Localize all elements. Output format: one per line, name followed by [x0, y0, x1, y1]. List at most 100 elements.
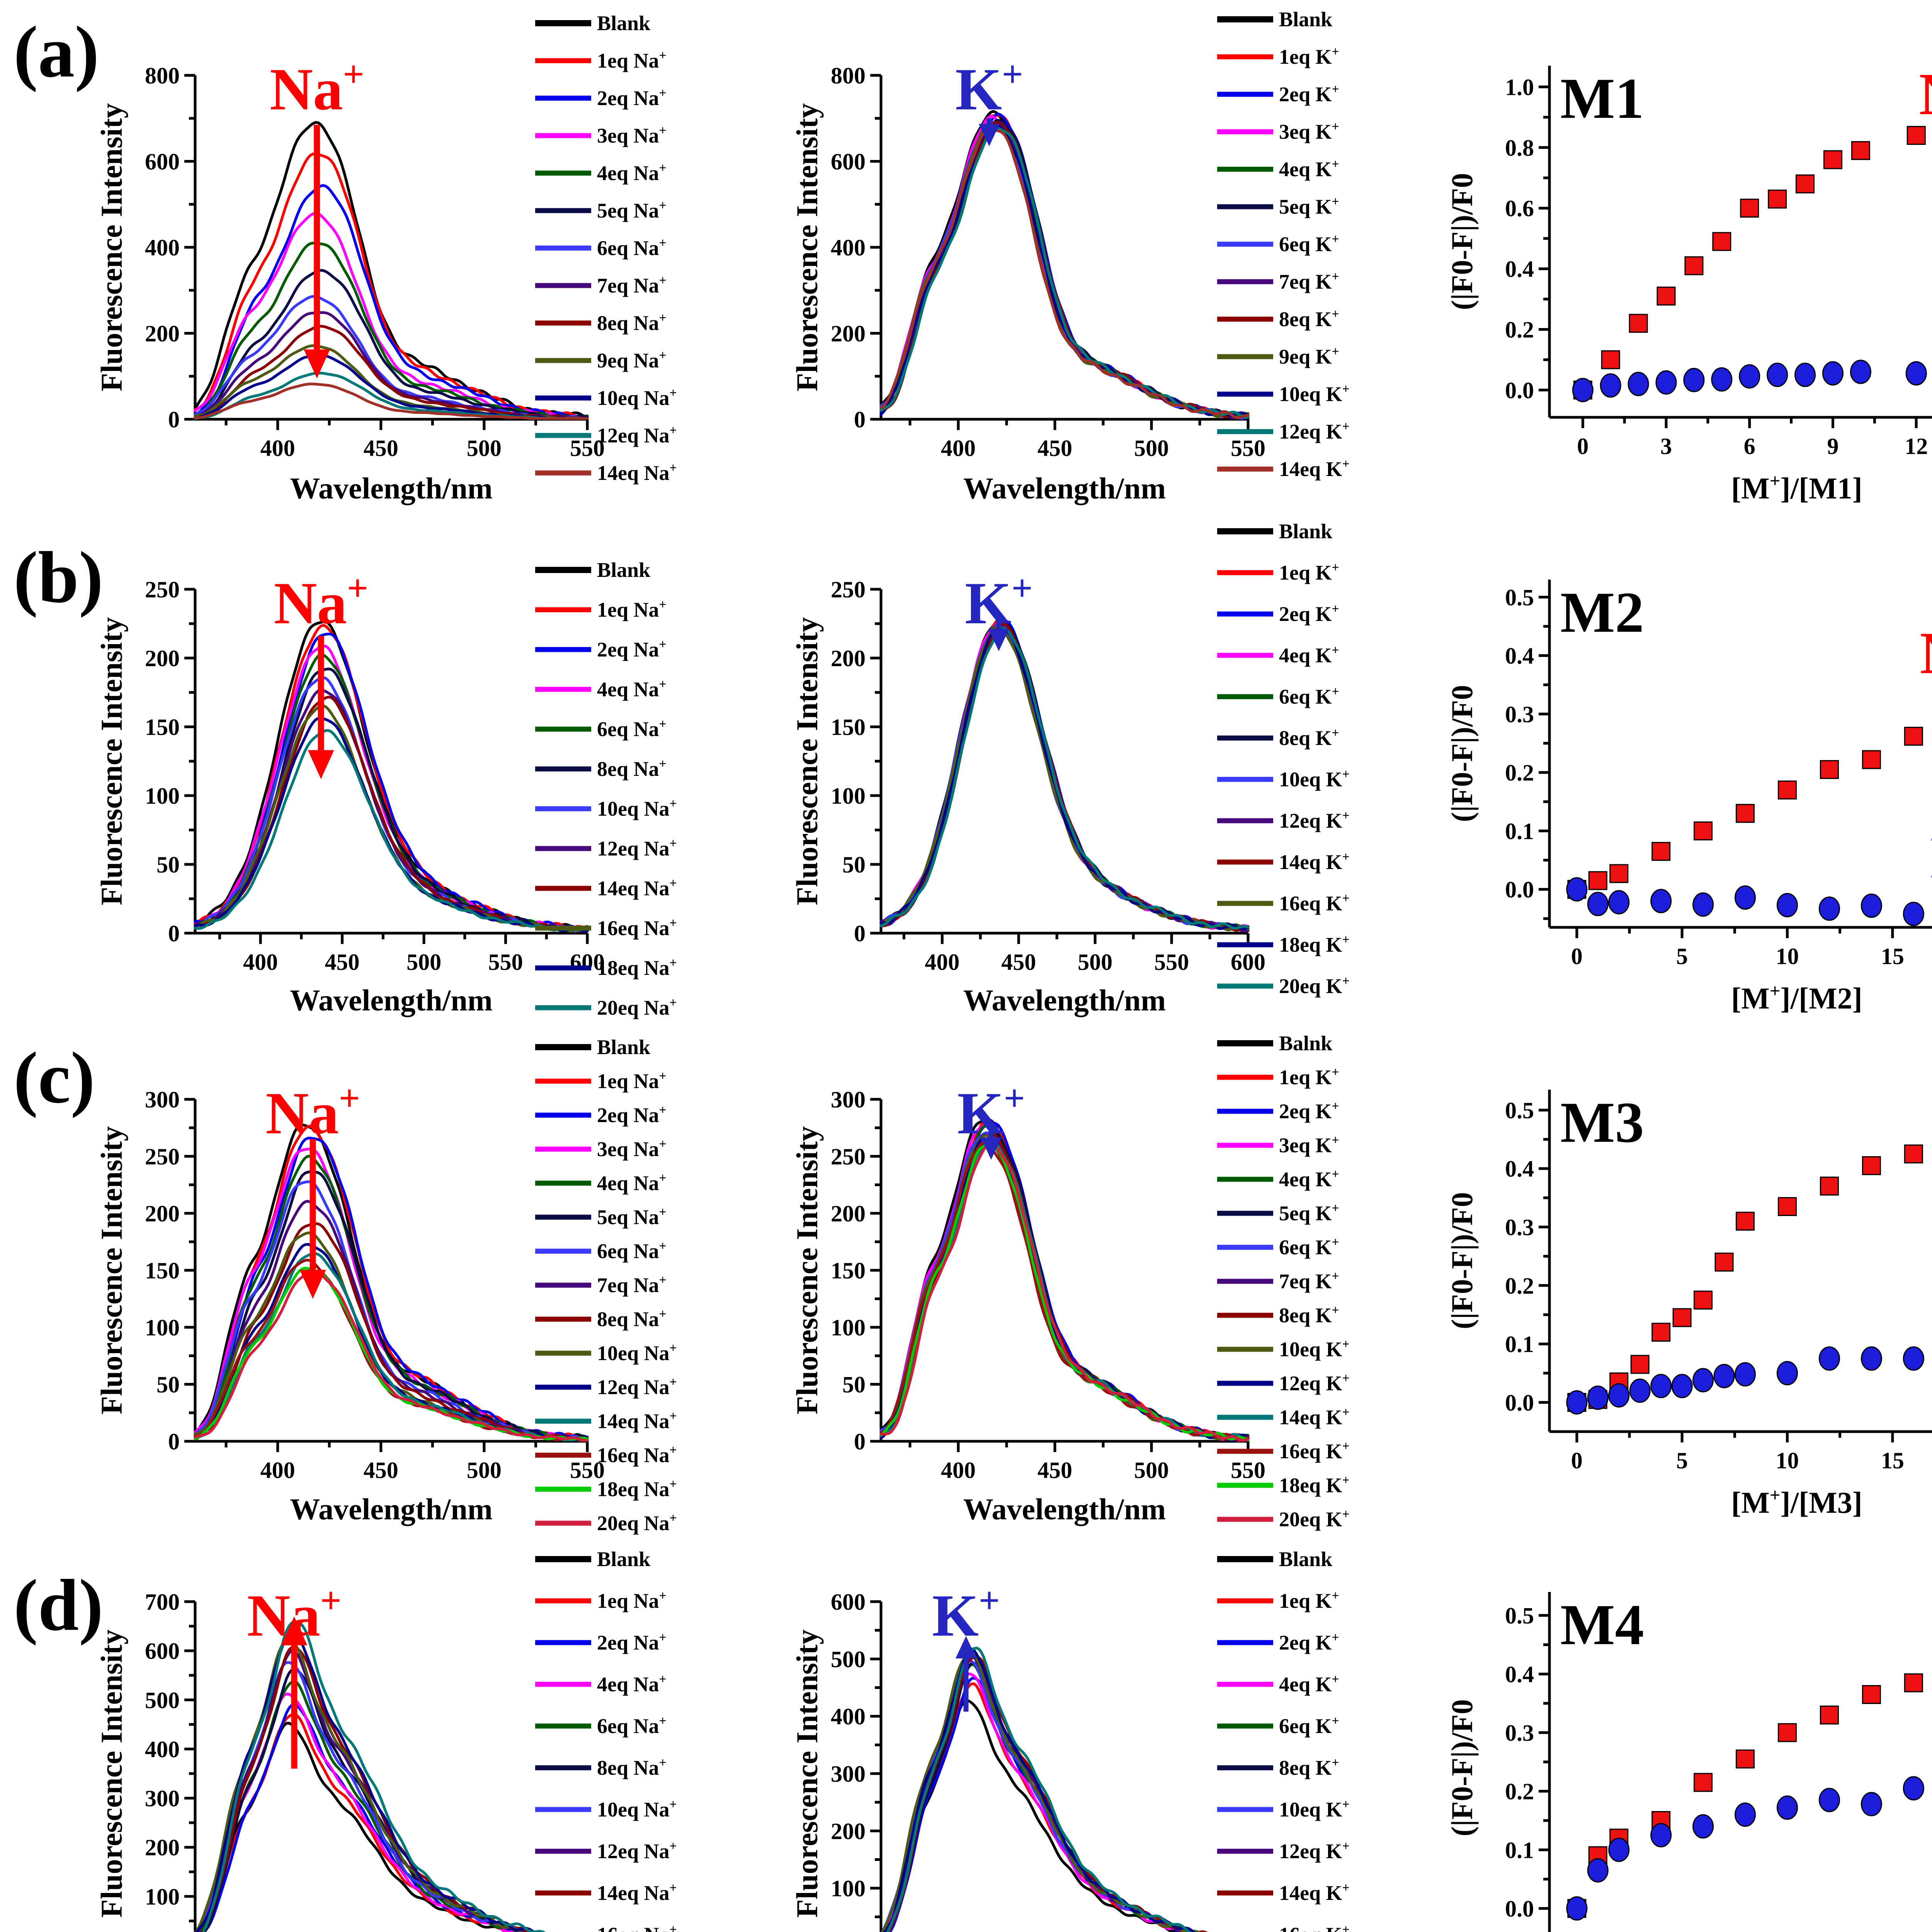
- k-series-points: [1566, 877, 1924, 926]
- axes: [184, 1098, 589, 1452]
- legend-label: 4eq K+: [1279, 1672, 1339, 1696]
- tick-labels: 051015200.00.10.20.30.40.5: [1505, 1603, 1534, 1922]
- series-line-6: [879, 1131, 1250, 1442]
- x-tick-label: 10: [1776, 1448, 1799, 1473]
- legend-label: 14eq K+: [1279, 1881, 1350, 1905]
- na-point: [1629, 314, 1648, 333]
- k-point: [1650, 1823, 1672, 1847]
- series-line-8: [879, 622, 1250, 932]
- series-line-10: [879, 1138, 1250, 1440]
- up-arrow: [281, 1616, 308, 1769]
- panel-d-label: (d): [14, 1565, 104, 1646]
- k-point: [1629, 1378, 1651, 1403]
- series-line-2: [194, 184, 589, 419]
- x-tick-label: 5: [1676, 1448, 1688, 1473]
- y-tick-label: 0.8: [1505, 135, 1534, 161]
- series-line-12: [194, 1259, 589, 1441]
- legend-label: 14eq Na+: [597, 1409, 677, 1433]
- legend-label: 4eq K+: [1279, 643, 1339, 667]
- na-point: [1609, 864, 1629, 883]
- y-axis-label: Fluorescence Intensity: [790, 617, 824, 905]
- x-tick-label: 400: [243, 949, 278, 975]
- d-na-chart-svg: 4004505005500100200300400500600700Wavele…: [95, 1548, 677, 1932]
- na-point: [1630, 1355, 1650, 1374]
- k-point: [1587, 1858, 1609, 1883]
- y-tick-label: 0.0: [1505, 1390, 1534, 1415]
- na-point: [1904, 726, 1923, 746]
- legend-label: Blank: [597, 1036, 650, 1059]
- legend-label: 12eq K+: [1279, 1839, 1350, 1863]
- series-line-12: [879, 1141, 1250, 1441]
- k-point: [1650, 889, 1672, 913]
- y-tick-label: 100: [145, 1884, 180, 1910]
- na-point: [1736, 1749, 1755, 1769]
- axes: [184, 74, 589, 430]
- d-m-chart-svg: 051015200.00.10.20.30.40.5[M+]/[M4](|F0-…: [1445, 1592, 1924, 1932]
- na-point: [1694, 821, 1713, 840]
- legend: Blank 1eq K+ 2eq K+ 3eq K+ 4eq K+ 5eq K+ 6eq K…: [1217, 8, 1350, 481]
- k-point: [1566, 1896, 1588, 1921]
- y-tick-label: 0.5: [1505, 1603, 1534, 1629]
- y-tick-label: 0.4: [1505, 257, 1534, 282]
- na-point: [1588, 871, 1607, 890]
- legend-label: 12eq Na+: [597, 1839, 677, 1863]
- x-tick-label: 550: [570, 1458, 605, 1483]
- y-tick-label: 100: [145, 783, 180, 809]
- down-arrow: [988, 621, 1009, 651]
- legend-label: 14eq Na+: [597, 1881, 677, 1905]
- spectra-series: [879, 618, 1250, 933]
- c-m-chart-svg: 051015200.00.10.20.30.40.5[M+]/[M3](|F0-…: [1445, 1090, 1932, 1519]
- na-point: [1777, 781, 1797, 800]
- y-axis-label: Fluorescence Intensity: [790, 103, 824, 391]
- series-line-3: [882, 1672, 1189, 1932]
- k-point: [1711, 367, 1733, 392]
- k-point: [1861, 893, 1882, 918]
- na-point: [1862, 1685, 1881, 1704]
- legend-label: 14eq K+: [1279, 457, 1350, 481]
- na-point: [1862, 750, 1881, 769]
- legend-label: 8eq K+: [1279, 726, 1339, 750]
- legend-label: 4eq Na+: [597, 161, 667, 185]
- b-m-chart-svg: 051015200.00.10.20.30.40.5[M+]/[M2](|F0-…: [1445, 580, 1932, 1015]
- y-tick-label: 150: [145, 1258, 180, 1284]
- legend-label: 20eq K+: [1279, 974, 1350, 998]
- legend-label: 8eq K+: [1279, 1755, 1339, 1779]
- series-line-7: [880, 1655, 1197, 1932]
- axes: [870, 74, 1250, 430]
- series-line-14: [194, 1270, 589, 1442]
- legend-label: 2eq Na+: [597, 1103, 667, 1127]
- tick-labels: 051015200.00.10.20.30.40.5: [1505, 1098, 1904, 1473]
- legend-label: 1eq Na+: [597, 597, 667, 621]
- x-tick-label: 450: [1001, 949, 1036, 975]
- x-tick-label: 400: [941, 1458, 976, 1483]
- legend-label: 2eq Na+: [597, 637, 667, 661]
- x-axis-label: Wavelength/nm: [963, 471, 1166, 505]
- y-tick-label: 800: [145, 63, 180, 88]
- series-line-4: [198, 1680, 536, 1932]
- chart-title: M2: [1560, 580, 1644, 645]
- series-line-4: [879, 623, 1250, 931]
- tick-labels: 400 450 500 550 600 0 50 100 150 200 250: [831, 577, 1265, 975]
- y-axis-label: Fluorescence Intensity: [95, 1126, 128, 1415]
- x-axis-label: [M+]/[M1]: [1731, 471, 1862, 505]
- na-point: [1768, 189, 1787, 209]
- panel-d-ratio-scatter-chart: 051015200.00.10.20.30.40.5[M+]/[M4](|F0-…: [1374, 1526, 1932, 1932]
- legend: Balnk 1eq K+ 2eq K+ 3eq K+ 4eq K+ 5eq K+ 6eq K…: [1217, 1032, 1350, 1531]
- panel-a-k-spectra-chart: 400 450 500 550 0 200 400 600 800 Wavelength/nm Fl…: [696, 0, 1374, 514]
- b-k-chart-svg: 400 450 500 550 600 0 50 100 150 200 250 Wavelength…: [790, 520, 1350, 1017]
- y-tick-label: 100: [831, 1876, 866, 1901]
- x-tick-label: 500: [1134, 435, 1169, 461]
- axes: [1539, 1090, 1932, 1442]
- series-line-3: [879, 621, 1250, 931]
- y-tick-label: 0.2: [1505, 317, 1534, 343]
- x-tick-label: 12: [1905, 434, 1928, 459]
- x-axis-label: Wavelength/nm: [290, 1492, 492, 1526]
- na-point: [1777, 1197, 1797, 1216]
- panel-b: (b) 400 450 500 550 600 0 50 100 150 200 250 Wavele…: [0, 514, 1932, 1024]
- legend-label: 18eq K+: [1279, 1473, 1350, 1497]
- legend-label: 6eq K+: [1279, 1235, 1339, 1259]
- legend-label: 4eq K+: [1279, 1167, 1339, 1191]
- k-point: [1905, 361, 1927, 386]
- x-tick-label: 500: [467, 435, 502, 461]
- k-point: [1818, 1787, 1840, 1812]
